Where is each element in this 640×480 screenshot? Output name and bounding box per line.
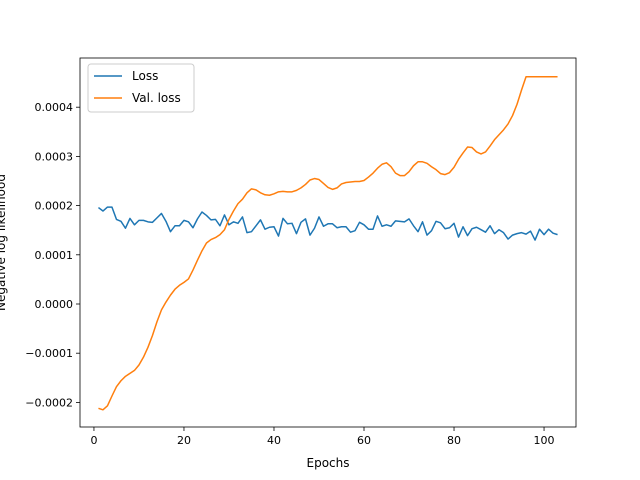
series-layer: [97, 75, 558, 411]
y-tick-label: 0.0000: [35, 298, 74, 311]
x-tick-label: 100: [534, 434, 555, 447]
y-tick-label: 0.0003: [35, 150, 74, 163]
x-tick-label: 0: [90, 434, 97, 447]
legend-label: Val. loss: [132, 91, 181, 105]
y-tick-label: −0.0001: [25, 347, 73, 360]
legend-label: Loss: [132, 69, 158, 83]
y-tick-label: −0.0002: [25, 396, 73, 409]
x-tick-label: 80: [447, 434, 461, 447]
y-tick-label: 0.0001: [35, 249, 74, 262]
legend: Loss Val. loss: [87, 63, 195, 113]
x-tick-label: 60: [357, 434, 371, 447]
x-tick-label: 40: [267, 434, 281, 447]
x-tick-label: 20: [177, 434, 191, 447]
series-line-val-loss: [98, 75, 558, 411]
series-line-loss: [97, 206, 558, 241]
axes-layer: 0 20 40 60 80 100 −0.0002 −0.0001 0.0000 0.0001 0.…: [25, 57, 577, 447]
y-axis-label: Negative log likelihood: [0, 174, 8, 311]
x-axis-label: Epochs: [307, 456, 350, 470]
y-tick-label: 0.0002: [35, 200, 74, 213]
plot-frame: [79, 57, 577, 428]
y-tick-label: 0.0004: [35, 101, 74, 114]
